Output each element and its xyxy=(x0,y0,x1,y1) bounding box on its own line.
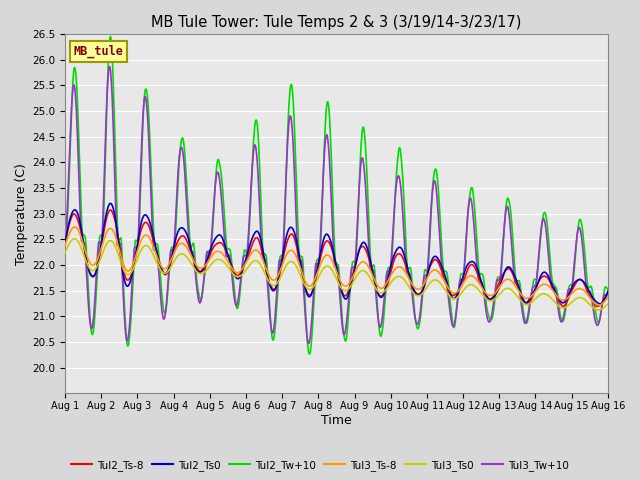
Y-axis label: Temperature (C): Temperature (C) xyxy=(15,163,28,264)
Text: MB_tule: MB_tule xyxy=(73,45,123,58)
Legend: Tul2_Ts-8, Tul2_Ts0, Tul2_Tw+10, Tul3_Ts-8, Tul3_Ts0, Tul3_Tw+10: Tul2_Ts-8, Tul2_Ts0, Tul2_Tw+10, Tul3_Ts… xyxy=(67,456,573,475)
X-axis label: Time: Time xyxy=(321,414,352,427)
Title: MB Tule Tower: Tule Temps 2 & 3 (3/19/14-3/23/17): MB Tule Tower: Tule Temps 2 & 3 (3/19/14… xyxy=(151,15,522,30)
